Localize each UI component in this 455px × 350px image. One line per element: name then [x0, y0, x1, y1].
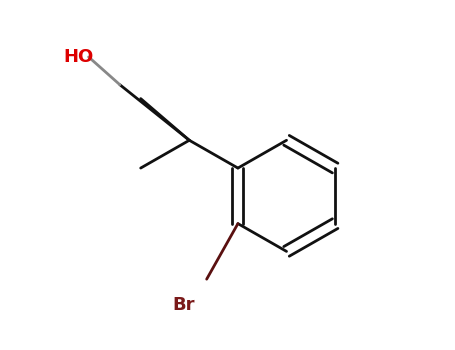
Text: HO: HO [63, 48, 93, 66]
Text: Br: Br [173, 296, 195, 314]
